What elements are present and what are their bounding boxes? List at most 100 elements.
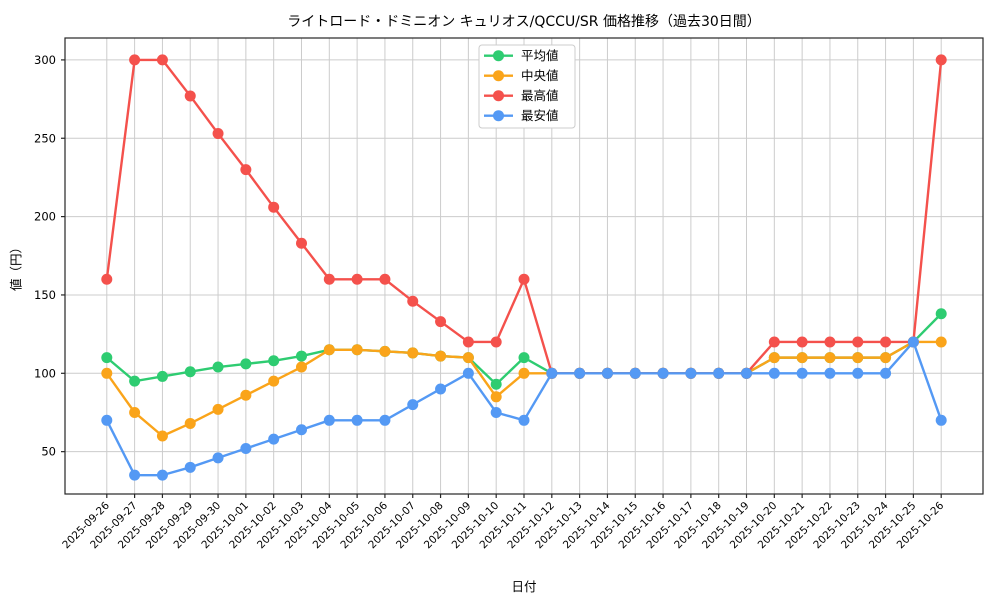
series-point-highest [796, 336, 808, 348]
legend-swatch-marker-lowest [493, 110, 504, 122]
legend-label-average: 平均値 [521, 48, 559, 63]
series-point-highest [101, 273, 113, 285]
series-point-average [212, 361, 224, 373]
y-axis-label: 値（円） [8, 240, 24, 292]
series-point-median [129, 406, 141, 418]
series-point-lowest [268, 433, 280, 445]
series-point-median [101, 367, 113, 379]
legend-label-lowest: 最安値 [521, 108, 559, 123]
series-point-highest [435, 316, 447, 328]
series-point-average [240, 358, 252, 370]
y-tick-label: 150 [34, 288, 56, 302]
series-point-lowest [935, 414, 947, 426]
series-point-average [129, 375, 141, 387]
series-point-average [935, 308, 947, 320]
series-point-highest [880, 336, 892, 348]
series-point-median [295, 361, 307, 373]
series-point-highest [490, 336, 502, 348]
series-point-highest [935, 54, 947, 66]
series-point-highest [768, 336, 780, 348]
series-point-median [240, 389, 252, 401]
y-tick-label: 300 [34, 53, 56, 67]
series-point-highest [184, 90, 196, 102]
series-point-highest [129, 54, 141, 66]
series-point-highest [268, 201, 280, 213]
series-point-lowest [379, 414, 391, 426]
series-point-highest [462, 336, 474, 348]
y-tick-label: 50 [41, 445, 56, 459]
series-point-lowest [907, 336, 919, 348]
series-point-highest [518, 273, 530, 285]
series-point-lowest [240, 443, 252, 455]
y-tick-label: 250 [34, 131, 56, 145]
series-point-median [407, 347, 419, 359]
series-point-lowest [657, 367, 669, 379]
series-point-median [768, 352, 780, 364]
y-tick-label: 100 [34, 366, 56, 380]
series-point-lowest [129, 469, 141, 481]
series-point-median [268, 375, 280, 387]
series-point-highest [323, 273, 335, 285]
series-point-highest [240, 164, 252, 176]
series-point-highest [156, 54, 168, 66]
series-point-lowest [741, 367, 753, 379]
series-point-median [462, 352, 474, 364]
legend-swatch-marker-median [493, 70, 504, 82]
legend-swatch-marker-average [493, 50, 504, 62]
legend-swatch-marker-highest [493, 90, 504, 102]
series-point-lowest [518, 414, 530, 426]
series-point-median [935, 336, 947, 348]
series-point-average [268, 355, 280, 367]
series-point-average [101, 352, 113, 364]
series-point-median [379, 345, 391, 357]
series-point-lowest [156, 469, 168, 481]
series-point-average [295, 350, 307, 362]
series-point-average [490, 378, 502, 390]
series-point-lowest [462, 367, 474, 379]
series-point-lowest [490, 406, 502, 418]
series-point-lowest [184, 461, 196, 473]
legend-label-highest: 最高値 [521, 88, 559, 103]
series-point-median [184, 417, 196, 429]
series-point-median [518, 367, 530, 379]
series-point-highest [407, 295, 419, 307]
series-point-average [518, 352, 530, 364]
series-point-lowest [685, 367, 697, 379]
x-axis-label: 日付 [511, 579, 537, 594]
series-point-average [184, 366, 196, 378]
series-point-lowest [574, 367, 586, 379]
series-point-lowest [601, 367, 613, 379]
series-point-median [156, 430, 168, 442]
series-point-lowest [880, 367, 892, 379]
series-point-highest [295, 237, 307, 249]
series-point-lowest [295, 424, 307, 436]
y-tick-label: 200 [34, 210, 56, 224]
series-point-lowest [713, 367, 725, 379]
series-point-lowest [323, 414, 335, 426]
series-point-lowest [435, 383, 447, 395]
series-point-median [323, 344, 335, 356]
series-point-median [490, 391, 502, 403]
series-point-lowest [796, 367, 808, 379]
series-point-highest [379, 273, 391, 285]
series-point-median [796, 352, 808, 364]
series-point-median [212, 403, 224, 415]
series-point-lowest [407, 399, 419, 411]
series-point-lowest [768, 367, 780, 379]
series-point-highest [212, 128, 224, 140]
series-point-lowest [546, 367, 558, 379]
series-point-median [351, 344, 363, 356]
series-point-lowest [101, 414, 113, 426]
series-point-highest [852, 336, 864, 348]
series-point-median [852, 352, 864, 364]
series-point-average [156, 370, 168, 382]
series-point-lowest [852, 367, 864, 379]
series-point-median [435, 350, 447, 362]
series-point-lowest [824, 367, 836, 379]
legend-label-median: 中央値 [521, 68, 559, 83]
series-point-highest [351, 273, 363, 285]
series-point-lowest [212, 452, 224, 464]
series-point-lowest [629, 367, 641, 379]
